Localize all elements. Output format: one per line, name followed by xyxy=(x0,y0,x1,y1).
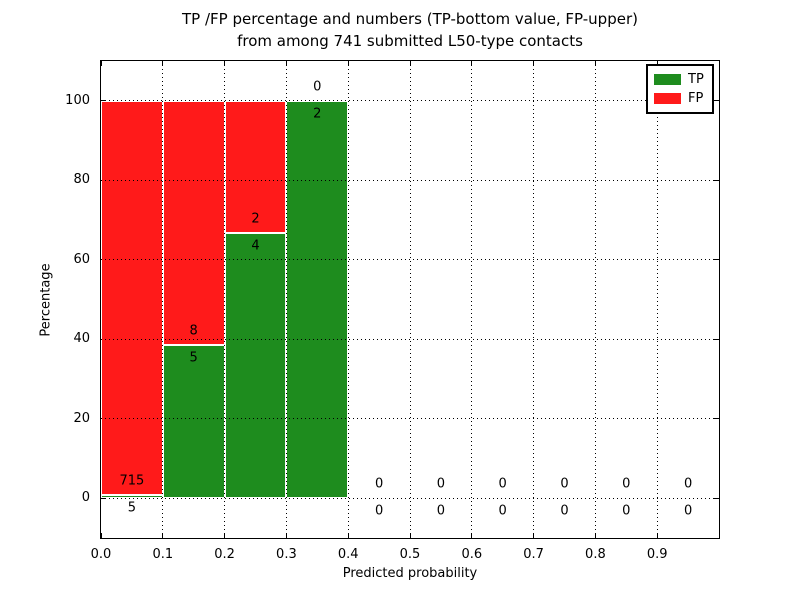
vertical-gridline xyxy=(471,61,473,538)
fp-count-label: 8 xyxy=(189,323,198,339)
x-tick-label: 0.9 xyxy=(646,547,668,562)
bar-segment-tp xyxy=(286,100,349,499)
tp-count-label: 0 xyxy=(374,503,384,519)
x-tick-label: 0.7 xyxy=(523,547,544,562)
x-tick-label: 0.3 xyxy=(276,547,297,562)
tp-swatch-icon xyxy=(654,73,681,85)
x-tick-label: 0.5 xyxy=(399,547,421,562)
y-tick-label: 20 xyxy=(73,410,90,426)
fp-count-label: 0 xyxy=(560,476,569,492)
y-tick-label: 40 xyxy=(73,331,90,347)
vertical-gridline xyxy=(224,61,226,538)
fp-count-label: 0 xyxy=(683,476,693,492)
plot-canvas: 715 5 8 5 2 4 0 2 0 0 0 0 0 0 0 0 0 0 0 0 xyxy=(100,61,719,538)
tp-count-label: 5 xyxy=(189,350,198,366)
chart-title: TP /FP percentage and numbers (TP-bottom… xyxy=(182,10,638,50)
x-tick-mark-top xyxy=(100,61,102,66)
legend-label-fp: FP xyxy=(688,91,704,107)
plot-area: 715 5 8 5 2 4 0 2 0 0 0 0 0 0 0 0 0 0 0 0 xyxy=(100,60,720,539)
x-tick-label: 0.1 xyxy=(152,547,174,562)
bar-segment-fp xyxy=(101,100,163,496)
fp-count-label: 0 xyxy=(313,79,322,95)
vertical-gridline xyxy=(533,61,535,538)
x-tick-label: 0.2 xyxy=(214,547,235,562)
tp-count-label: 0 xyxy=(498,503,507,519)
vertical-gridline xyxy=(409,61,411,538)
bar-segment-fp xyxy=(224,100,287,234)
fp-count-label: 0 xyxy=(436,476,446,492)
bar-segment-tp xyxy=(224,233,287,499)
tp-count-label: 4 xyxy=(251,238,260,254)
y-tick-label: 0 xyxy=(81,490,90,506)
x-tick-mark xyxy=(100,533,102,538)
vertical-gridline xyxy=(347,61,349,538)
bar-segment-fp xyxy=(162,100,225,346)
y-tick-label: 100 xyxy=(65,92,90,108)
vertical-gridline xyxy=(162,61,164,538)
tp-count-label: 0 xyxy=(622,503,631,519)
fp-count-label: 715 xyxy=(119,473,145,489)
x-tick-label: 0.6 xyxy=(461,547,483,562)
tp-count-label: 0 xyxy=(683,503,693,519)
x-tick-label: 0.8 xyxy=(585,547,606,562)
fp-count-label: 0 xyxy=(498,476,507,492)
legend: TP FP xyxy=(646,64,714,114)
x-tick-label: 0.4 xyxy=(337,547,359,562)
vertical-gridline xyxy=(594,61,596,538)
tp-count-label: 0 xyxy=(560,503,569,519)
x-axis-label: Predicted probability xyxy=(342,566,478,581)
tp-count-label: 2 xyxy=(313,106,322,122)
tp-count-label: 0 xyxy=(436,503,446,519)
bar-segment-tp xyxy=(162,345,225,499)
tp-count-label: 5 xyxy=(127,500,137,516)
vertical-gridline xyxy=(656,61,658,538)
legend-label-tp: TP xyxy=(688,71,704,87)
legend-item-tp: TP xyxy=(654,73,712,86)
y-axis-label: Percentage xyxy=(38,263,54,337)
fp-count-label: 2 xyxy=(251,211,260,227)
fp-count-label: 0 xyxy=(622,476,631,492)
y-tick-label: 60 xyxy=(73,251,90,267)
legend-item-fp: FP xyxy=(654,92,712,105)
fp-count-label: 0 xyxy=(374,476,384,492)
y-tick-label: 80 xyxy=(73,172,90,188)
fp-swatch-icon xyxy=(654,93,681,105)
x-tick-label: 0.0 xyxy=(90,547,112,562)
vertical-gridline xyxy=(285,61,287,538)
